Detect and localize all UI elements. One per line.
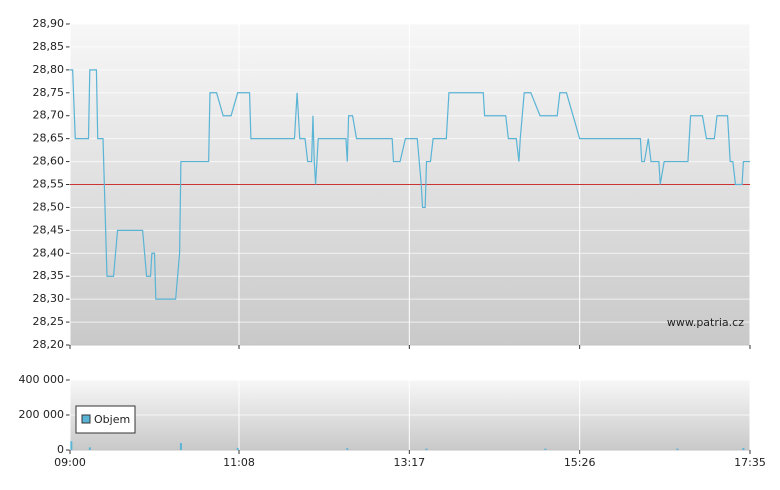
watermark: www.patria.cz [667,316,744,329]
volume-bar [179,443,182,450]
y-tick-label: 0 [57,443,64,456]
volume-bar [88,447,91,450]
y-tick-label: 28,45 [33,223,65,236]
y-tick-label: 400 000 [19,373,65,386]
x-tick-label: 11:08 [223,456,255,469]
volume-bar [425,448,428,450]
x-tick-label: 15:26 [564,456,596,469]
y-tick-label: 28,75 [33,86,65,99]
volume-bar [70,441,73,450]
legend-label: Objem [94,413,130,426]
y-tick-label: 28,80 [33,63,65,76]
y-tick-label: 28,40 [33,246,65,259]
y-tick-label: 28,65 [33,132,65,145]
y-tick-label: 28,85 [33,40,65,53]
y-tick-label: 28,55 [33,178,65,191]
price-line [70,69,750,300]
x-tick-label: 13:17 [393,456,425,469]
y-tick-label: 28,20 [33,338,65,351]
x-tick-label: 17:35 [734,456,766,469]
y-tick-label: 28,60 [33,155,65,168]
volume-bar [236,447,239,450]
volume-bar [346,448,349,450]
y-tick-label: 200 000 [19,408,65,421]
legend-swatch [81,414,91,424]
volume-bar [742,447,745,450]
marks: 28,20 28,25 28,30 28,35 28,40 28,45 28,50 28,55… [19,17,766,469]
y-tick-label: 28,30 [33,292,65,305]
x-tick-label: 09:00 [54,456,86,469]
volume-bar [544,448,547,450]
y-tick-label: 28,50 [33,200,65,213]
y-tick-label: 28,35 [33,269,65,282]
volume-bar [676,448,679,450]
y-tick-label: 28,25 [33,315,65,328]
y-tick-label: 28,70 [33,109,65,122]
y-tick-label: 28,90 [33,17,65,30]
